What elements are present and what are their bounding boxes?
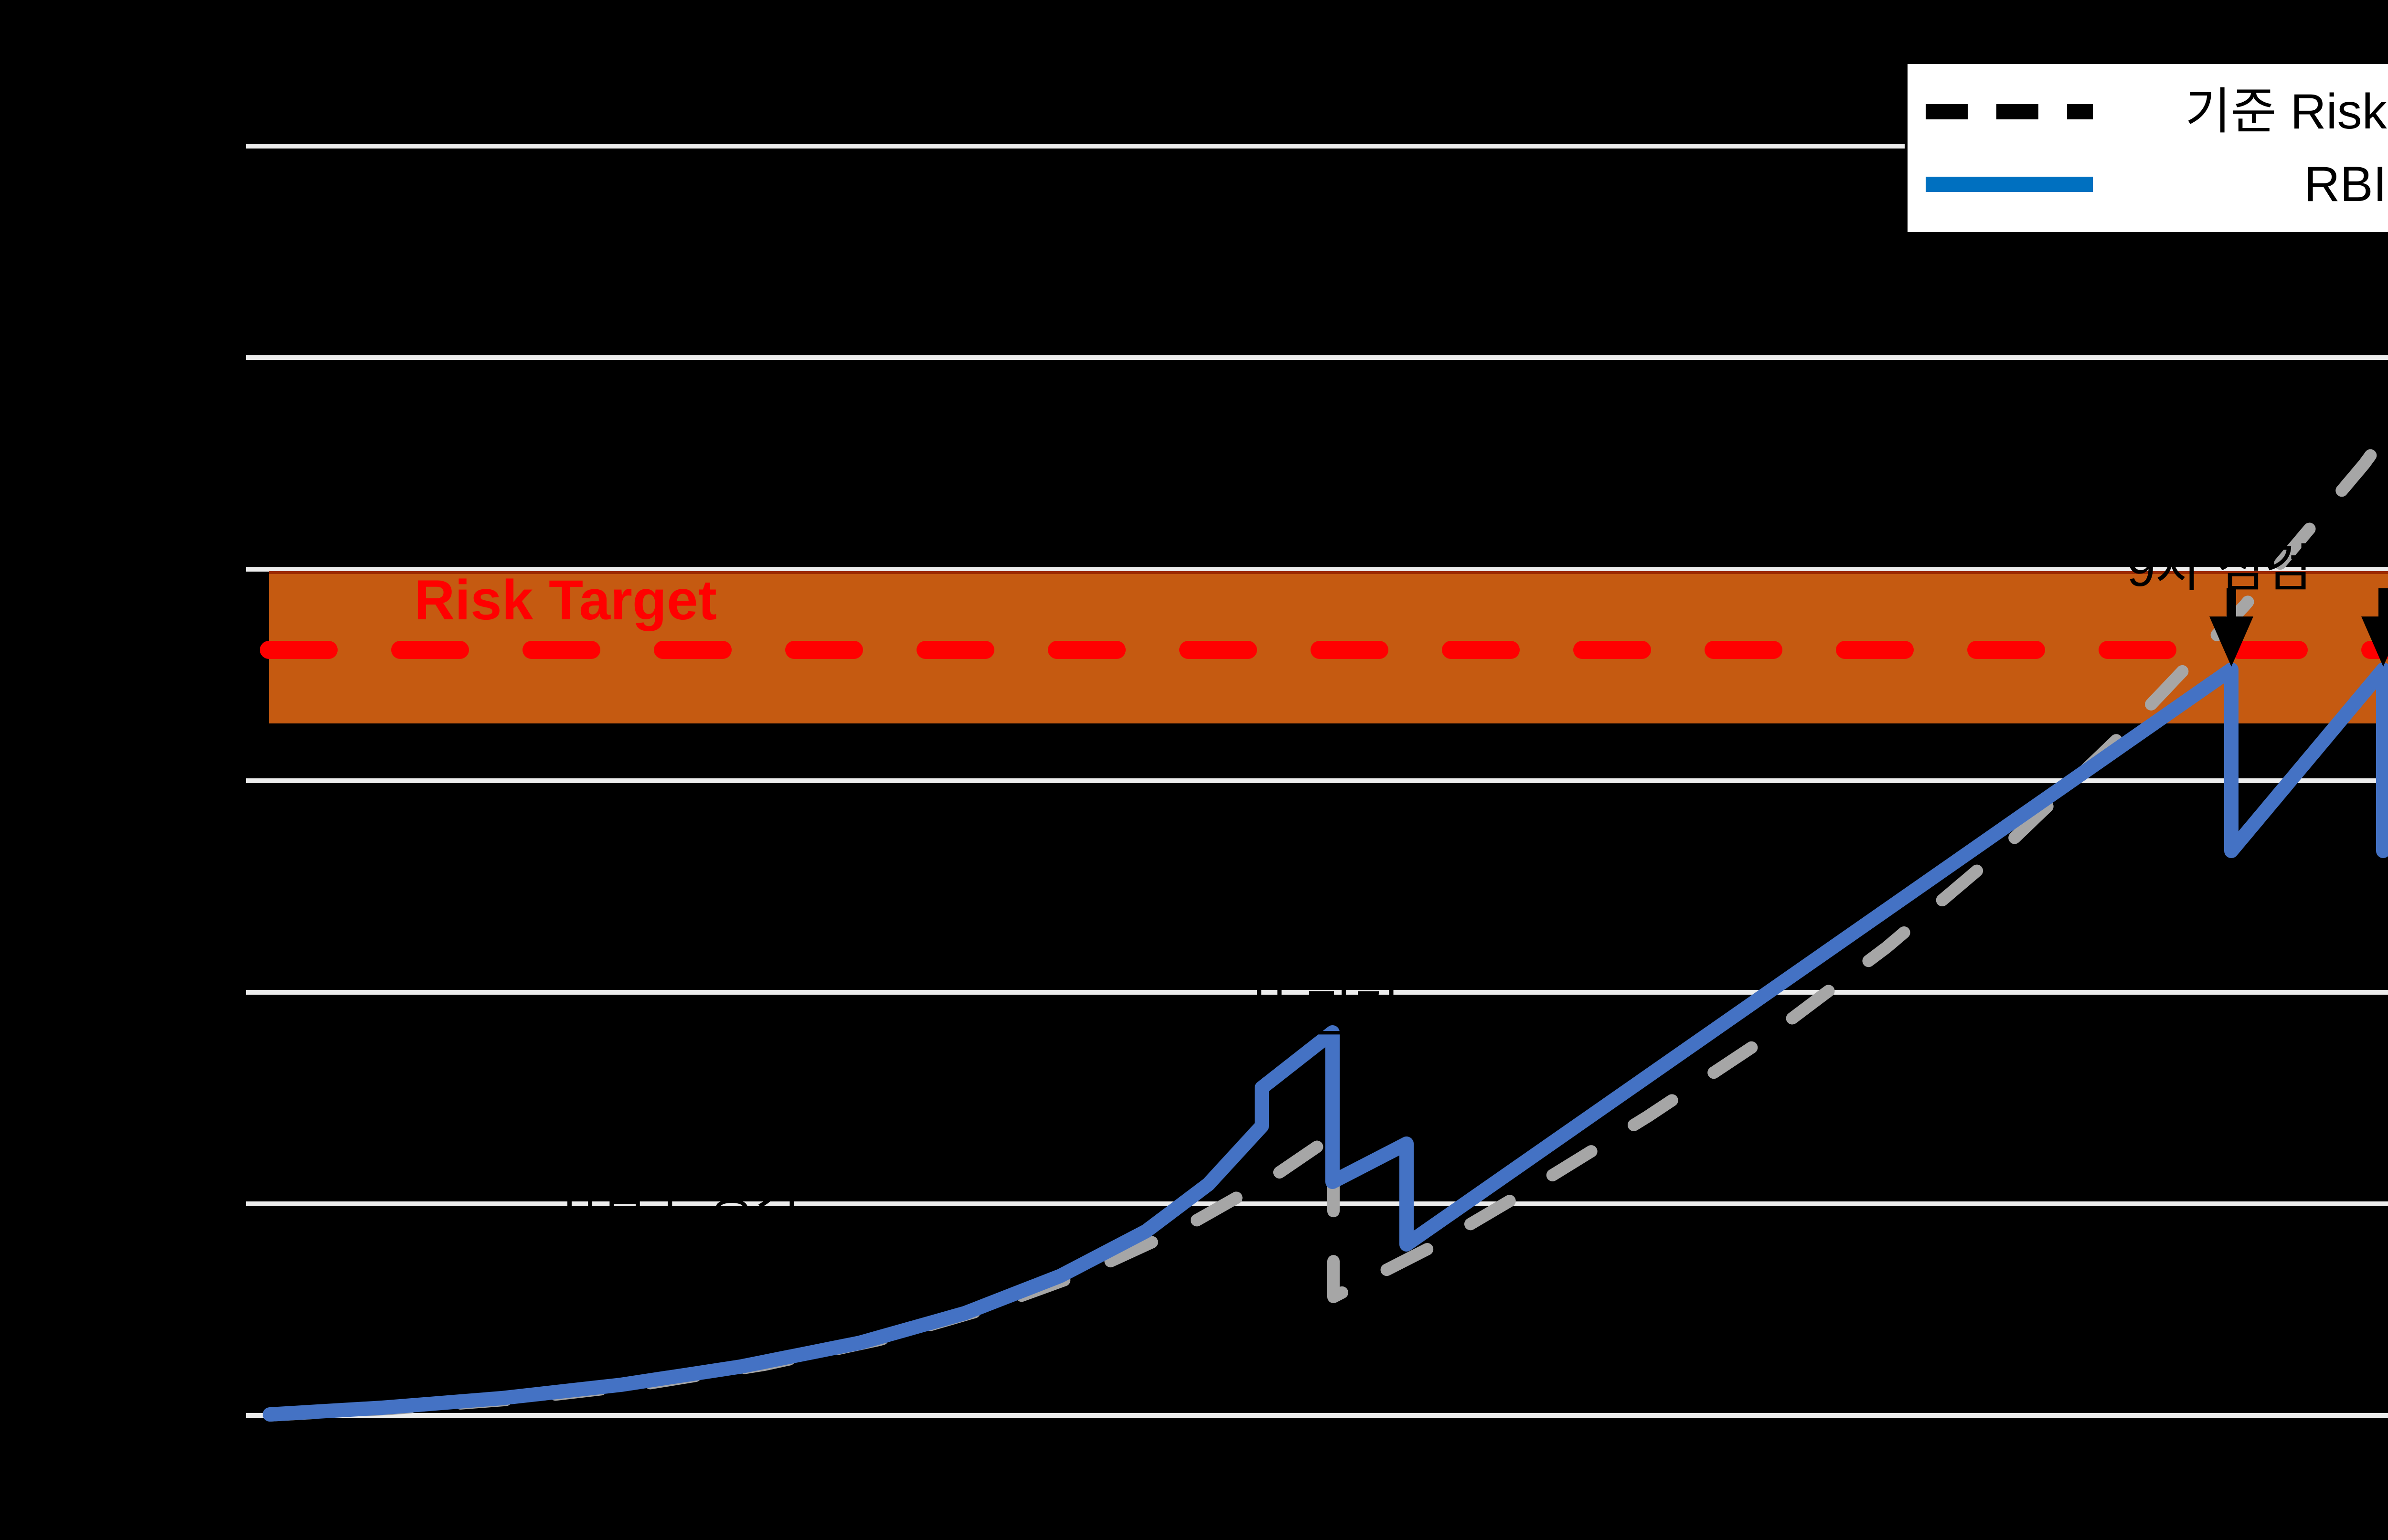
inspection-arrow-head-icon-2 xyxy=(2361,616,2388,667)
rbi-curve xyxy=(263,662,2388,1422)
risk-target-label: Risk Target xyxy=(414,569,717,632)
legend-label-baseline: 기준 Risk Curve xyxy=(2185,84,2388,139)
risk-increase-label: 위험도 증가 xyxy=(551,1166,803,1223)
inspection-label-9: 9차 점검 xyxy=(2126,539,2313,597)
legend: 기준 Risk Curve RBI Curve xyxy=(1905,61,2388,235)
inspection-label-1: 1차 점검 xyxy=(1214,984,1400,1042)
legend-item-baseline: 기준 Risk Curve xyxy=(1926,87,2388,137)
legend-label-rbi: RBI Curve xyxy=(2304,157,2388,212)
dashed-line-swatch-icon xyxy=(1926,104,2093,119)
solid-line-swatch-icon xyxy=(1926,177,2093,192)
inspection-arrow-head-icon-1 xyxy=(2209,616,2253,667)
legend-item-rbi: RBI Curve xyxy=(1926,159,2388,209)
